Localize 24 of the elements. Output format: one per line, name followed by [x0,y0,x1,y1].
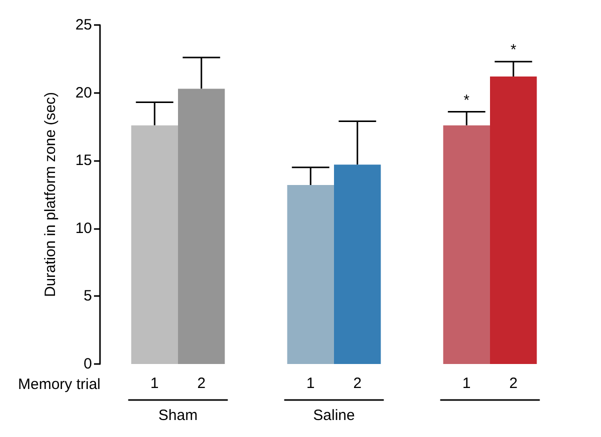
series-label: 1 [150,375,159,392]
y-tick-label: 0 [84,356,92,372]
text: 1 [462,375,471,392]
text: 1 [306,375,315,392]
bar [334,164,381,364]
x-tick-label: Saline [313,407,355,424]
text: 2 [353,375,362,392]
y-tick-label: 20 [75,84,92,102]
bar [131,125,178,364]
data-label: * [510,42,516,59]
y-tick-label: 10 [75,220,92,237]
text: 2 [509,375,518,392]
series-label: 2 [197,375,206,392]
bar [443,125,490,364]
x-axis-title: Memory trial [18,376,101,393]
bar [178,88,225,364]
y-axis-title: Duration in platform zone (sec) [42,92,59,298]
x-tick-label: Sham [158,407,198,424]
bar [287,185,334,364]
y-tick-label: 5 [84,288,92,305]
y-tick-label: 15 [75,152,92,170]
y-tick-label: 25 [75,16,92,34]
data-label: * [464,92,470,109]
bar [490,76,537,364]
